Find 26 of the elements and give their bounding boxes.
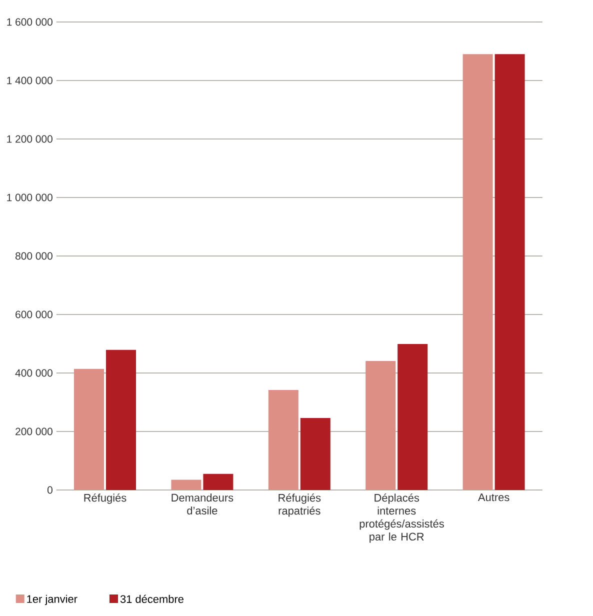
bar — [366, 361, 396, 490]
y-tick-label: 1 000 000 — [7, 194, 52, 202]
y-tick-label: 200 000 — [16, 428, 52, 436]
y-tick-label: 1 600 000 — [7, 18, 52, 26]
y-tick-label: 0 — [47, 486, 52, 494]
x-tick-label: Déplacés internes protégés/assistés par le HCR — [360, 494, 444, 543]
y-tick-label: 600 000 — [16, 310, 52, 318]
bar — [74, 368, 104, 490]
x-tick-label: Autres — [478, 494, 510, 502]
bar — [494, 54, 525, 490]
y-tick-label: 1 400 000 — [7, 76, 52, 84]
y-tick-label: 1 200 000 — [7, 135, 52, 143]
x-tick-label: Demandeurs d’asile — [172, 494, 234, 515]
bar — [268, 390, 298, 490]
x-tick-label: Réfugiés — [84, 494, 126, 504]
bar — [300, 418, 330, 490]
bar — [203, 474, 234, 490]
y-tick-label: 400 000 — [15, 369, 52, 377]
y-tick-label: 800 000 — [16, 252, 52, 260]
bar — [106, 350, 136, 490]
bar — [462, 54, 493, 490]
bar — [398, 344, 428, 490]
x-tick-label: Réfugiés rapatriés — [278, 494, 321, 517]
bar — [171, 480, 202, 490]
legend-label: 31 décembre — [120, 594, 184, 603]
legend-label: 1er janvier — [27, 594, 78, 606]
